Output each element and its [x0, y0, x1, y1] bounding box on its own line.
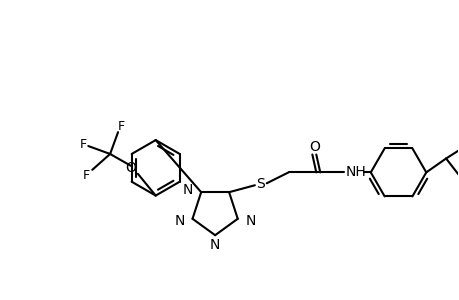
Text: O: O	[308, 140, 319, 154]
Text: F: F	[83, 169, 90, 182]
Text: F: F	[117, 120, 124, 133]
Text: N: N	[209, 238, 220, 252]
Text: F: F	[79, 138, 87, 151]
Text: N: N	[174, 214, 184, 228]
Text: NH: NH	[345, 165, 365, 179]
Text: O: O	[125, 161, 136, 175]
Text: N: N	[245, 214, 256, 228]
Text: N: N	[183, 183, 193, 197]
Text: S: S	[256, 177, 265, 191]
